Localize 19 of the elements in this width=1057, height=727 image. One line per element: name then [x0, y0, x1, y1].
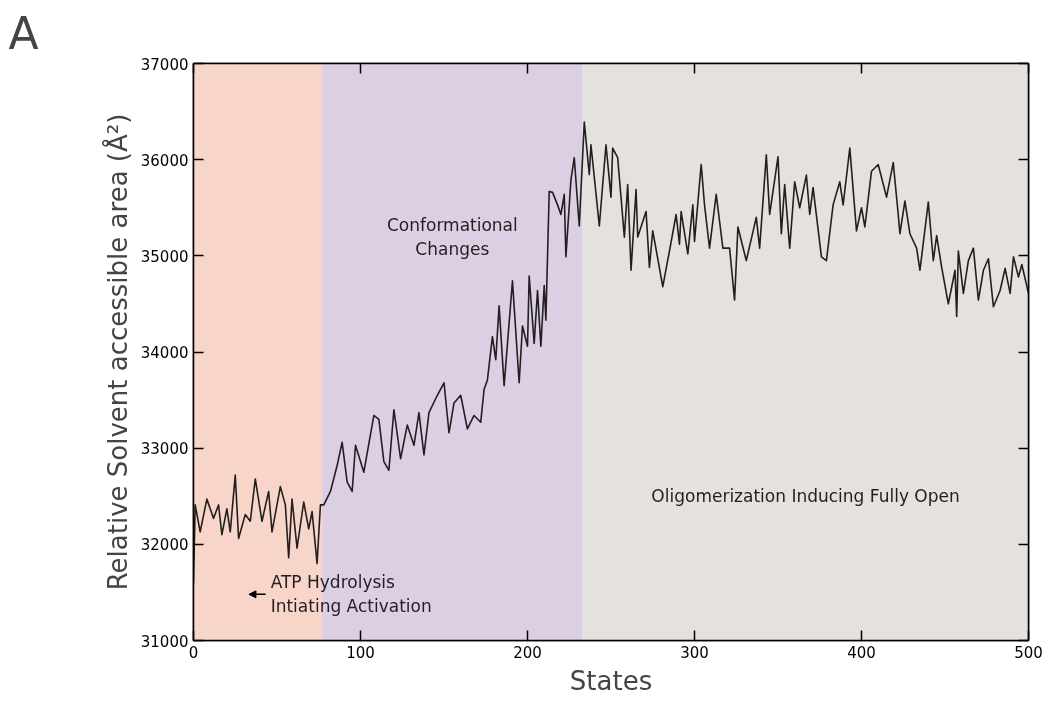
y-tick-label: 31000	[140, 632, 189, 651]
y-tick-label: 34000	[140, 344, 189, 362]
y-tick-label: 37000	[140, 55, 189, 74]
band-label: Oligomerization Inducing Fully Open	[651, 486, 960, 507]
x-tick-label: 500	[1014, 643, 1043, 662]
x-tick-label: 400	[847, 643, 876, 662]
y-tick-label: 33000	[140, 440, 189, 459]
text: A	[8, 7, 39, 59]
x-tick-label: 300	[680, 643, 709, 662]
band-label: ATP Hydrolysis Intiating Activation	[270, 572, 432, 617]
y-tick-label: 32000	[140, 536, 189, 555]
y-tick-label: 36000	[140, 151, 189, 170]
x-tick-label: 200	[513, 643, 542, 662]
y-axis-title: Relative Solvent accessible area (Å²)	[101, 113, 133, 591]
y-tick-label: 35000	[140, 247, 189, 266]
band-label: Conformational Changes	[386, 214, 518, 259]
x-tick-label: 100	[346, 643, 375, 662]
x-axis-title: States	[569, 665, 653, 696]
x-tick-label: 0	[188, 643, 199, 662]
